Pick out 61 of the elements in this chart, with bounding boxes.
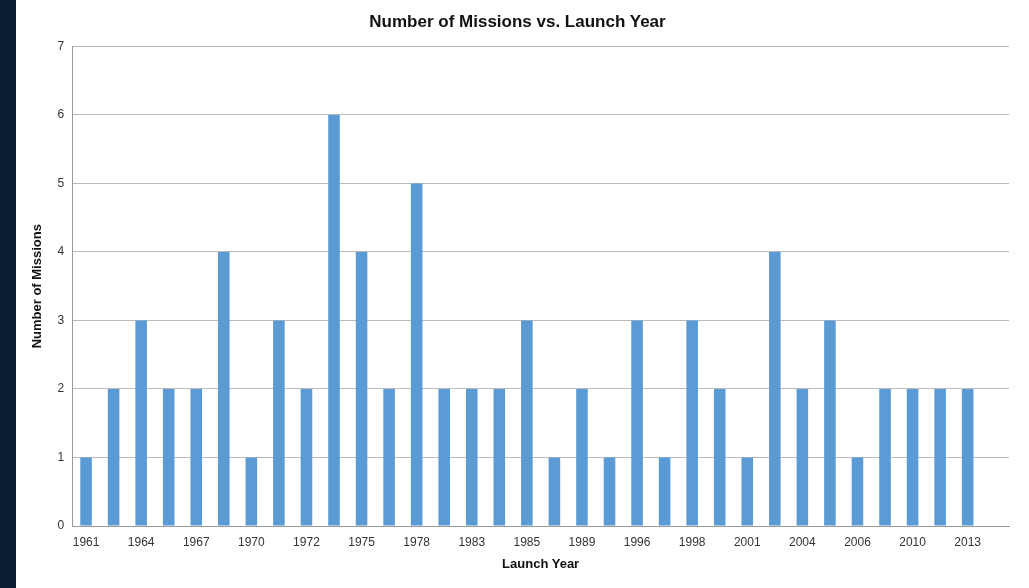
- bar: [135, 320, 147, 526]
- y-tick-label: 4: [57, 244, 65, 259]
- x-tick-label: 1989: [568, 534, 596, 549]
- x-tick-label: 1978: [403, 534, 431, 549]
- bar: [410, 183, 423, 526]
- bar: [741, 457, 754, 526]
- bar: [796, 388, 809, 526]
- bar: [603, 457, 616, 526]
- y-axis-title: Number of Missions: [29, 224, 45, 349]
- x-tick-label: 1996: [623, 534, 651, 549]
- x-tick-label: 2001: [733, 534, 761, 549]
- x-tick-label: 1964: [127, 534, 155, 549]
- bar: [713, 388, 726, 526]
- y-tick-label: 2: [57, 381, 65, 396]
- bar: [631, 320, 643, 526]
- bar: [383, 388, 395, 526]
- bar: [961, 388, 974, 526]
- x-tick-label: 1985: [513, 534, 541, 549]
- bar: [686, 320, 698, 526]
- bar: [521, 320, 533, 526]
- bar: [824, 320, 836, 526]
- y-tick-label: 5: [57, 175, 65, 190]
- bar: [493, 388, 506, 526]
- bar: [548, 457, 561, 526]
- y-tick-label: 7: [57, 38, 65, 53]
- bar: [107, 388, 120, 526]
- bar: [576, 388, 588, 526]
- y-tick-label: 3: [57, 312, 65, 327]
- bar: [162, 388, 175, 526]
- x-axis-title: Launch Year: [502, 555, 580, 571]
- x-tick-label: 1998: [678, 534, 706, 549]
- bar: [218, 251, 230, 526]
- bar: [273, 320, 285, 526]
- bar: [934, 388, 946, 526]
- x-tick-label: 2013: [954, 534, 982, 549]
- bar: [328, 114, 340, 526]
- x-tick-label: 2004: [789, 534, 817, 549]
- bar: [245, 457, 258, 526]
- y-tick-label: 1: [57, 449, 65, 464]
- bar: [658, 457, 671, 526]
- x-tick-label: 1983: [458, 534, 486, 549]
- bar: [300, 388, 313, 526]
- x-tick-label: 1961: [72, 534, 100, 549]
- y-tick-label: 0: [57, 518, 65, 533]
- x-tick-label: 1972: [293, 534, 321, 549]
- bar: [465, 388, 478, 526]
- bar: [851, 457, 864, 526]
- bar: [906, 388, 919, 526]
- x-tick-label: 2006: [844, 534, 872, 549]
- y-tick-label: 6: [57, 107, 65, 122]
- bar: [355, 251, 368, 526]
- x-tick-label: 1975: [348, 534, 376, 549]
- bar: [438, 388, 450, 526]
- bar: [80, 457, 92, 526]
- bar: [769, 251, 781, 526]
- bar: [190, 388, 203, 526]
- bar: [879, 388, 891, 526]
- x-tick-label: 1967: [182, 534, 210, 549]
- x-tick-label: 2010: [899, 534, 927, 549]
- x-tick-label: 1970: [238, 534, 266, 549]
- chart-title: Number of Missions vs. Launch Year: [369, 11, 667, 31]
